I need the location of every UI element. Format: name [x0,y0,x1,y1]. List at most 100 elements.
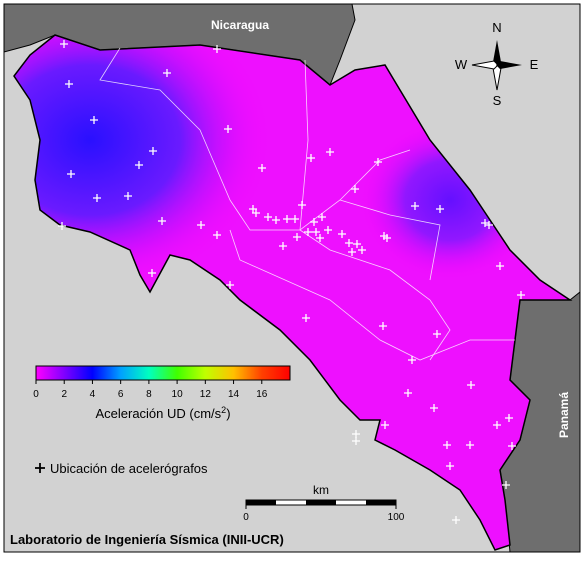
station-marker [197,221,205,229]
colorbar [35,365,291,381]
station-marker [517,291,525,299]
scalebar-unit: km [313,483,329,497]
station-marker [374,158,382,166]
colorbar-tick-label: 12 [200,389,212,400]
colorbar-tick-label: 2 [61,389,67,400]
station-marker [436,205,444,213]
station-marker [452,516,460,524]
station-marker [93,194,101,202]
station-marker [508,442,516,450]
station-marker [379,322,387,330]
station-marker [90,116,98,124]
colorbar-tick-label: 0 [33,389,39,400]
station-marker [430,404,438,412]
scalebar-tick-label: 0 [243,512,249,523]
colorbar-tick-label: 14 [228,389,240,400]
station-marker [408,356,416,364]
station-marker [318,213,326,221]
station-marker [272,216,280,224]
scalebar [245,499,397,506]
station-marker [493,421,501,429]
station-marker [213,45,221,53]
station-marker [466,441,474,449]
station-marker [298,201,306,209]
station-marker [381,421,389,429]
colorbar-tick-label: 4 [90,389,96,400]
station-marker [58,222,66,230]
station-marker [352,437,360,445]
station-marker [302,314,310,322]
station-marker [149,147,157,155]
station-marker [433,330,441,338]
station-marker [226,281,234,289]
station-marker [252,209,260,217]
station-marker [358,246,366,254]
station-marker [316,234,324,242]
compass-arrow [496,61,522,69]
colorbar-tick-label: 10 [172,389,184,400]
station-marker [481,219,489,227]
colorbar-tick-label: 8 [146,389,152,400]
station-marker [496,262,504,270]
low-zone [14,35,270,290]
station-marker [324,226,332,234]
station-marker [264,213,272,221]
station-marker [291,215,299,223]
compass-label: N [492,20,501,35]
colorbar-tick-label: 16 [256,389,268,400]
compass-label: S [493,93,502,108]
station-marker [345,239,353,247]
station-marker [293,233,301,241]
station-marker [304,228,312,236]
scalebar-tick-label: 100 [388,512,405,523]
station-marker [224,125,232,133]
station-marker [135,161,143,169]
station-marker [338,230,346,238]
station-marker [411,202,419,210]
colorbar-tick-label: 6 [118,389,124,400]
station-marker [283,215,291,223]
station-marker [310,218,318,226]
colorbar-label-end: ) [226,406,230,421]
station-marker [353,240,361,248]
station-marker [404,389,412,397]
station-marker [348,248,356,256]
colorbar-label: Aceleración UD (cm/s2) [95,405,230,421]
station-marker [307,154,315,162]
compass: N S W E [455,20,539,108]
legend-label: Ubicación de acelerógrafos [50,461,208,476]
station-marker [148,269,156,277]
station-marker [505,414,513,422]
colorbar-label-text: Aceleración UD (cm/s [95,406,221,421]
scalebar-segment [246,500,276,505]
compass-arrow [493,40,501,66]
station-marker [312,228,320,236]
station-marker [351,185,359,193]
province-borders [99,47,515,361]
station-marker [443,441,451,449]
stations [58,40,525,524]
compass-label: E [530,57,539,72]
station-marker [258,164,266,172]
station-marker [163,69,171,77]
station-marker [124,192,132,200]
country-label: Nicaragua [211,18,269,32]
station-marker [279,242,287,250]
station-marker [158,217,166,225]
scalebar-segment [366,500,396,505]
station-marker [352,430,360,438]
colorbar-label-sup: 2 [221,405,226,415]
country-label: Panamá [557,392,571,438]
station-marker [60,40,68,48]
scalebar-segment [306,500,336,505]
station-marker [67,170,75,178]
station-marker [383,234,391,242]
station-marker [485,221,493,229]
station-marker [502,481,510,489]
compass-label: W [455,57,468,72]
station-marker [467,381,475,389]
station-marker [213,231,221,239]
station-marker [326,148,334,156]
footer: Laboratorio de Ingeniería Sísmica (INII-… [10,532,284,547]
